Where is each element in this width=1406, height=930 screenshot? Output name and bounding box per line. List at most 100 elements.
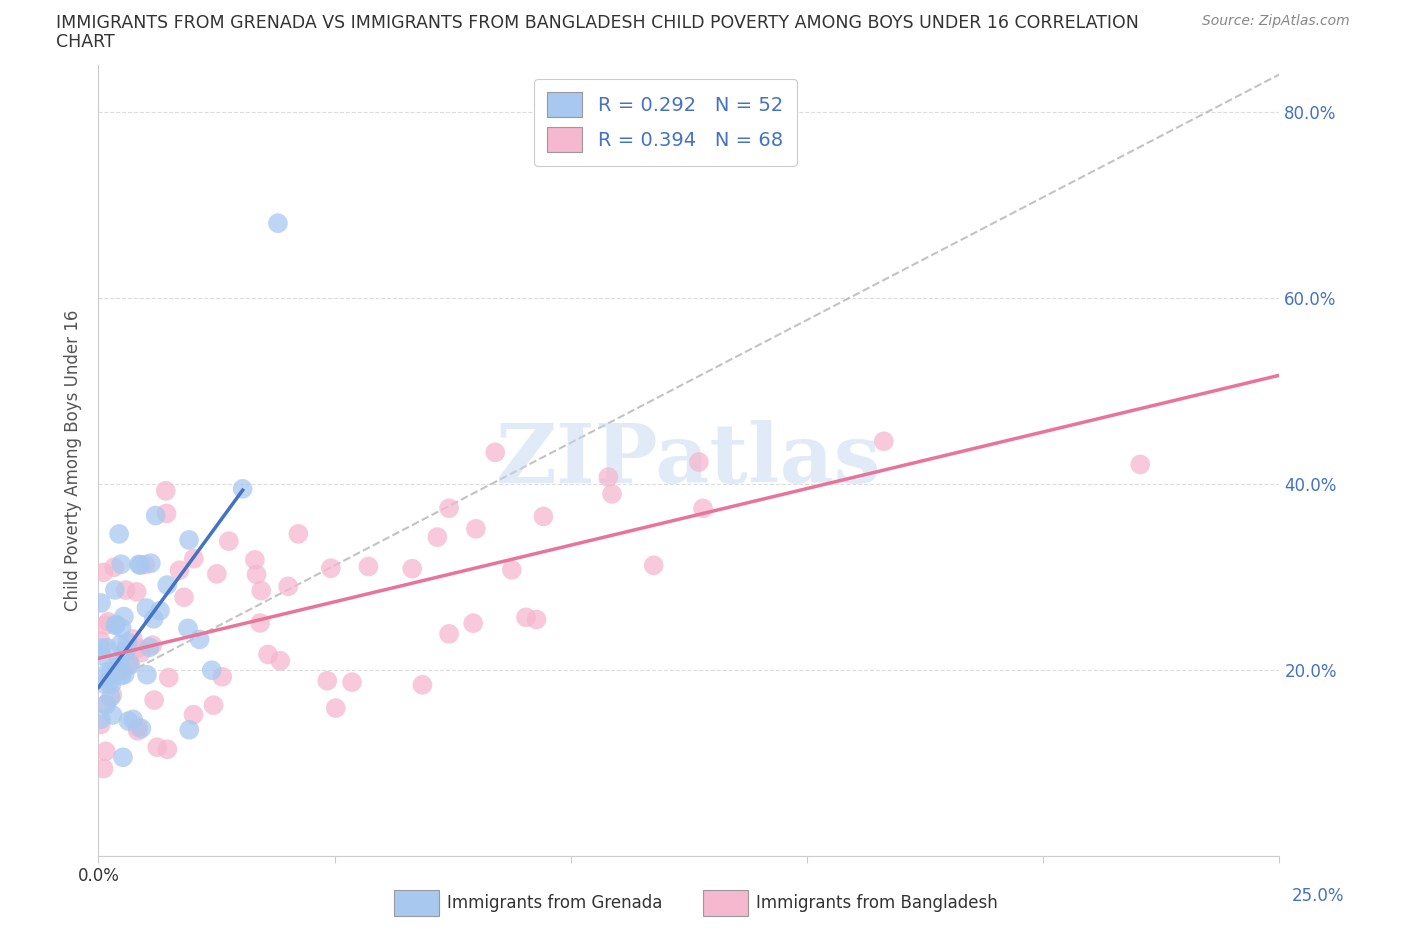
Point (120, 658, 142, 672)
Point (97, 615, 120, 630)
Point (340, 674, 363, 689)
Point (643, 558, 665, 573)
Point (169, 563, 191, 578)
Point (325, 700, 347, 715)
Text: CHART: CHART (56, 33, 115, 50)
Point (1129, 457, 1152, 472)
Point (105, 659, 128, 674)
Point (108, 526, 131, 541)
Point (319, 561, 342, 576)
Point (127, 724, 149, 738)
Point (155, 506, 177, 521)
Point (105, 665, 128, 680)
Point (141, 638, 163, 653)
Point (94, 744, 117, 759)
Point (121, 631, 143, 646)
Point (114, 667, 136, 682)
Point (257, 647, 280, 662)
Point (112, 609, 135, 624)
Point (110, 669, 132, 684)
Point (90, 595, 112, 610)
Point (218, 534, 240, 549)
Point (117, 658, 139, 673)
Text: IMMIGRANTS FROM GRENADA VS IMMIGRANTS FROM BANGLADESH CHILD POVERTY AMONG BOYS U: IMMIGRANTS FROM GRENADA VS IMMIGRANTS FR… (56, 14, 1139, 32)
Point (145, 508, 167, 523)
Point (134, 557, 156, 572)
Point (96, 664, 118, 679)
Point (232, 482, 254, 497)
Point (267, 216, 290, 231)
Point (110, 637, 132, 652)
Point (94, 618, 117, 632)
Point (93, 761, 115, 776)
Point (90, 711, 112, 726)
Text: Immigrants from Grenada: Immigrants from Grenada (447, 894, 662, 912)
Point (501, 563, 523, 578)
Text: 25.0%: 25.0% (1291, 887, 1344, 905)
Point (143, 693, 166, 708)
Point (101, 687, 124, 702)
Point (127, 641, 149, 656)
Point (129, 558, 152, 573)
Point (463, 616, 485, 631)
Point (115, 643, 138, 658)
Point (117, 713, 139, 728)
Point (142, 611, 165, 626)
Text: Immigrants from Bangladesh: Immigrants from Bangladesh (756, 894, 998, 912)
Point (873, 433, 896, 448)
Point (111, 663, 134, 678)
Point (125, 584, 148, 599)
Point (118, 655, 141, 670)
Point (114, 644, 136, 659)
Point (357, 559, 380, 574)
Point (287, 526, 309, 541)
Point (129, 645, 152, 660)
Point (269, 654, 291, 669)
Point (139, 556, 162, 571)
Point (201, 663, 224, 678)
Point (93, 676, 115, 691)
Point (250, 583, 273, 598)
Point (211, 670, 233, 684)
Point (692, 501, 714, 516)
Point (243, 552, 266, 567)
Point (117, 635, 139, 650)
Point (155, 484, 177, 498)
Point (114, 582, 136, 597)
Point (277, 579, 299, 594)
Point (97, 675, 120, 690)
Point (531, 509, 554, 524)
Point (688, 455, 710, 470)
Point (127, 720, 149, 735)
Point (437, 627, 460, 642)
Point (90, 634, 112, 649)
Point (464, 522, 486, 537)
Point (183, 707, 205, 722)
Point (128, 557, 150, 572)
Text: ZIPatlas: ZIPatlas (496, 420, 882, 500)
Point (122, 712, 145, 727)
Point (173, 590, 195, 604)
Point (157, 671, 180, 685)
Point (90, 641, 112, 656)
Point (205, 566, 228, 581)
Point (107, 654, 129, 669)
Legend: R = 0.292   N = 52, R = 0.394   N = 68: R = 0.292 N = 52, R = 0.394 N = 68 (534, 79, 797, 166)
Point (411, 677, 433, 692)
Point (149, 604, 172, 618)
Point (156, 578, 179, 592)
Point (515, 610, 537, 625)
Point (249, 616, 271, 631)
Point (110, 557, 132, 572)
Point (90, 648, 112, 663)
Point (316, 673, 339, 688)
Point (111, 620, 134, 635)
Point (94, 697, 117, 711)
Point (101, 708, 124, 723)
Point (177, 621, 200, 636)
Y-axis label: Child Poverty Among Boys Under 16: Child Poverty Among Boys Under 16 (65, 310, 83, 611)
Point (177, 533, 200, 548)
Point (600, 486, 623, 501)
Point (103, 560, 125, 575)
Point (484, 445, 506, 459)
